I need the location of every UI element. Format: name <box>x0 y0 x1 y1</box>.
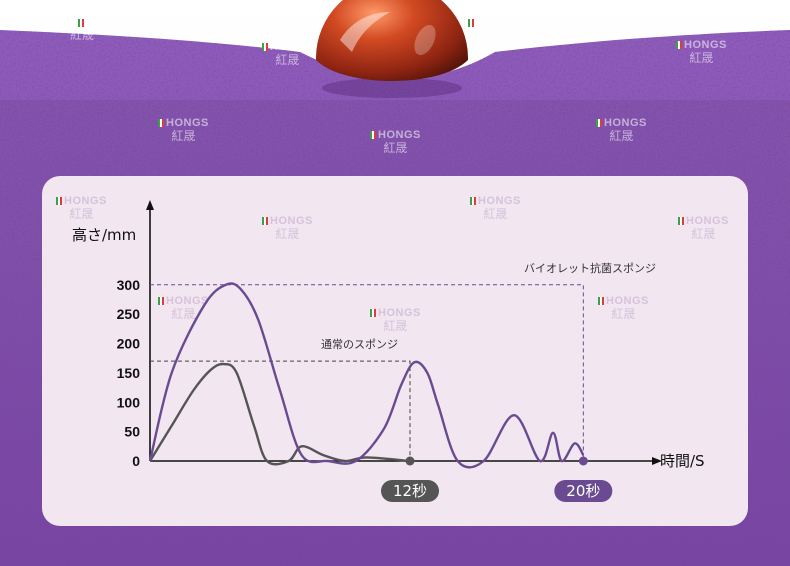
watermark: HONGS 紅晟 <box>596 116 647 143</box>
x-axis-title: 時間/S <box>660 452 705 470</box>
red-ball-icon <box>316 0 468 98</box>
annotation-violet-sponge: バイオレット抗菌スポンジ <box>524 261 656 275</box>
end-marker <box>578 456 588 466</box>
watermark: HONGS 紅晟 <box>470 194 521 221</box>
y-tick-label: 0 <box>132 453 140 469</box>
watermark: HONGS 紅晟 <box>678 214 729 241</box>
y-axis-arrow-icon <box>146 200 154 210</box>
y-tick-label: 250 <box>117 306 141 322</box>
watermark <box>468 16 476 29</box>
time-pill <box>381 480 439 502</box>
series-lines <box>148 282 588 469</box>
annotation-normal-sponge: 通常のスポンジ <box>321 338 398 351</box>
time-pill <box>554 480 613 502</box>
gray-guide-line <box>150 360 411 461</box>
axes <box>146 200 662 465</box>
end-marker <box>405 456 415 466</box>
y-tick-label: 50 <box>124 424 140 440</box>
rebound-chart: 0 50 100 150 200 250 300 高さ/mm 時間/S バイオレット抗菌スポンジ通… <box>72 200 705 502</box>
chart-labels: 0 50 100 150 200 250 300 高さ/mm 時間/S バイオレット抗菌スポンジ通… <box>72 226 705 502</box>
y-tick-label: 100 <box>117 394 141 410</box>
watermark: 紅晟 <box>70 16 94 42</box>
time-pill-label: 20秒 <box>566 482 600 500</box>
x-axis-arrow-icon <box>652 457 662 465</box>
guide-lines <box>150 284 584 461</box>
time-pill-label: 12秒 <box>393 482 427 500</box>
purple-guide-line <box>150 284 584 461</box>
watermark: HONGS 紅晟 <box>676 38 727 65</box>
watermark: HONGS 紅晟 <box>370 306 421 333</box>
chart-panel: HONGS 紅晟 HONGS 紅晟 HONGS 紅晟 HONGS 紅晟 HONGS 紅晟 … <box>42 176 748 526</box>
violet-sponge-line <box>148 282 585 469</box>
watermark: HONGS 紅晟 <box>56 194 107 221</box>
watermark: HONGS 紅晟 <box>598 294 649 321</box>
watermark: HONGS 紅晟 <box>370 128 421 155</box>
y-axis-title: 高さ/mm <box>72 226 136 244</box>
y-tick-label: 150 <box>117 365 141 381</box>
watermark: HONGS 紅晟 <box>158 294 209 321</box>
y-tick-label: 200 <box>117 336 141 352</box>
normal-sponge-line <box>148 362 411 466</box>
watermark: HONGS 紅晟 <box>262 214 313 241</box>
watermark: HONGS 紅晟 <box>158 116 209 143</box>
watermark: HONGS 紅晟 <box>262 40 313 67</box>
y-tick-label: 300 <box>117 277 141 293</box>
